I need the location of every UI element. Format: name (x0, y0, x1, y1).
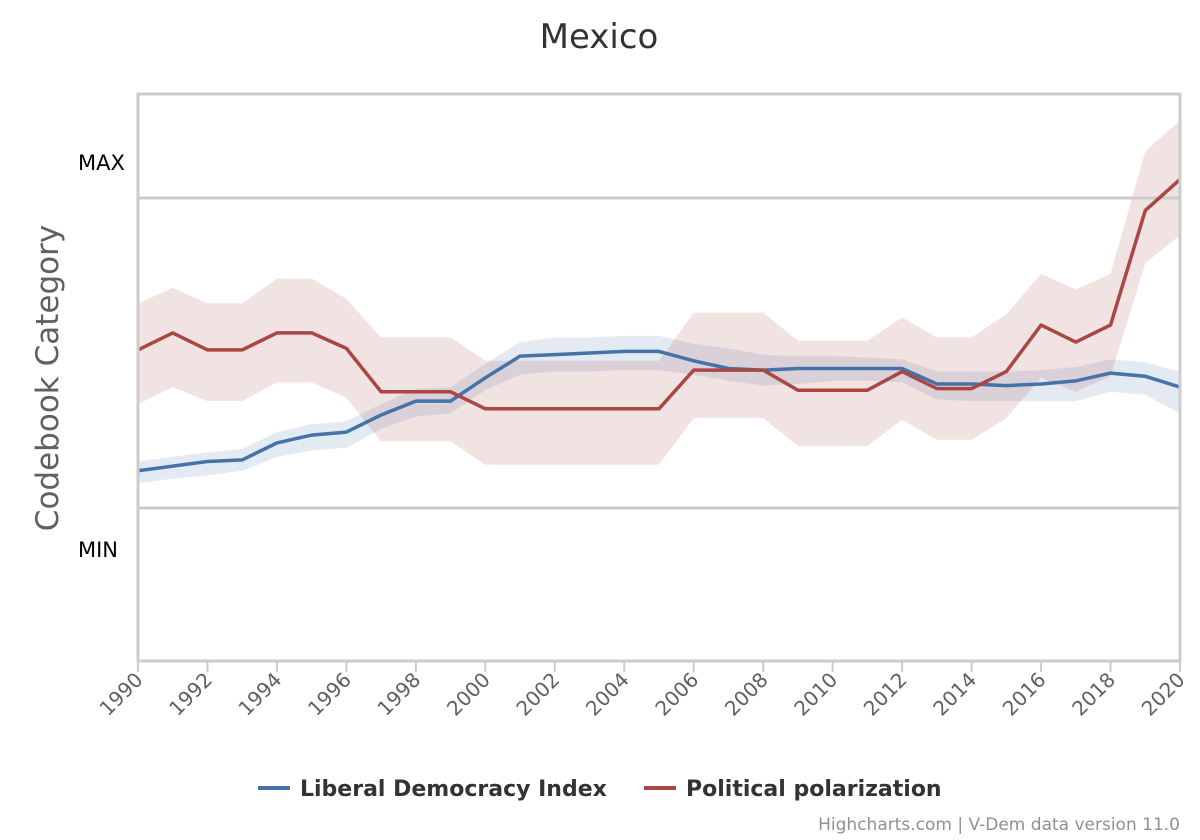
legend-label: Liberal Democracy Index (300, 777, 607, 802)
y-band-label-min: MIN (78, 538, 118, 562)
chart-title: Mexico (540, 17, 659, 57)
credits[interactable]: Highcharts.com | V-Dem data version 11.0 (818, 815, 1180, 835)
x-tick-label: 2012 (859, 668, 912, 721)
x-tick-label: 2000 (442, 668, 495, 721)
legend: Liberal Democracy Index Political polariz… (258, 777, 942, 802)
liberal-democracy-band (138, 335, 1180, 484)
legend-item-political-polarization[interactable]: Political polarization (644, 777, 942, 802)
political-polarization-line[interactable] (138, 178, 1180, 411)
x-tick-label: 2006 (650, 668, 703, 721)
y-band-label-max: MAX (78, 151, 125, 175)
x-tick-label: 2008 (720, 668, 773, 721)
x-tick-label: 2010 (789, 668, 842, 721)
legend-item-liberal-democracy[interactable]: Liberal Democracy Index (258, 777, 607, 802)
x-tick-label: 2020 (1137, 668, 1190, 721)
x-tick-label: 2018 (1067, 668, 1120, 721)
political-polarization-band (138, 120, 1180, 465)
x-tick-label: 2004 (581, 668, 634, 721)
x-tick-label: 2002 (511, 668, 564, 721)
liberal-democracy-line[interactable] (138, 349, 1180, 473)
plot-border (136, 92, 1182, 663)
x-axis: 1990 1992 1994 1996 1998 2000 2002 2004 2006 2008… (95, 661, 1190, 721)
confidence-bands (138, 120, 1180, 484)
legend-label: Political polarization (686, 777, 942, 802)
x-tick-label: 2016 (998, 668, 1051, 721)
y-axis-label: Codebook Category (30, 225, 66, 531)
x-tick-label: 1998 (372, 668, 425, 721)
x-tick-label: 2014 (928, 668, 981, 721)
series-lines (138, 178, 1180, 473)
x-tick-label: 1994 (234, 668, 287, 721)
x-tick-label: 1992 (164, 668, 217, 721)
x-tick-label: 1996 (303, 668, 356, 721)
gridlines (138, 196, 1180, 510)
x-tick-label: 1990 (95, 668, 148, 721)
